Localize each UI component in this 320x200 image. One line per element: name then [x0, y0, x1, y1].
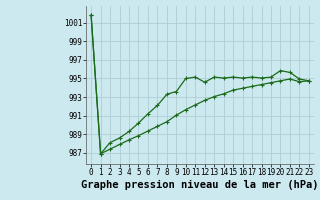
X-axis label: Graphe pression niveau de la mer (hPa): Graphe pression niveau de la mer (hPa)	[81, 180, 319, 190]
